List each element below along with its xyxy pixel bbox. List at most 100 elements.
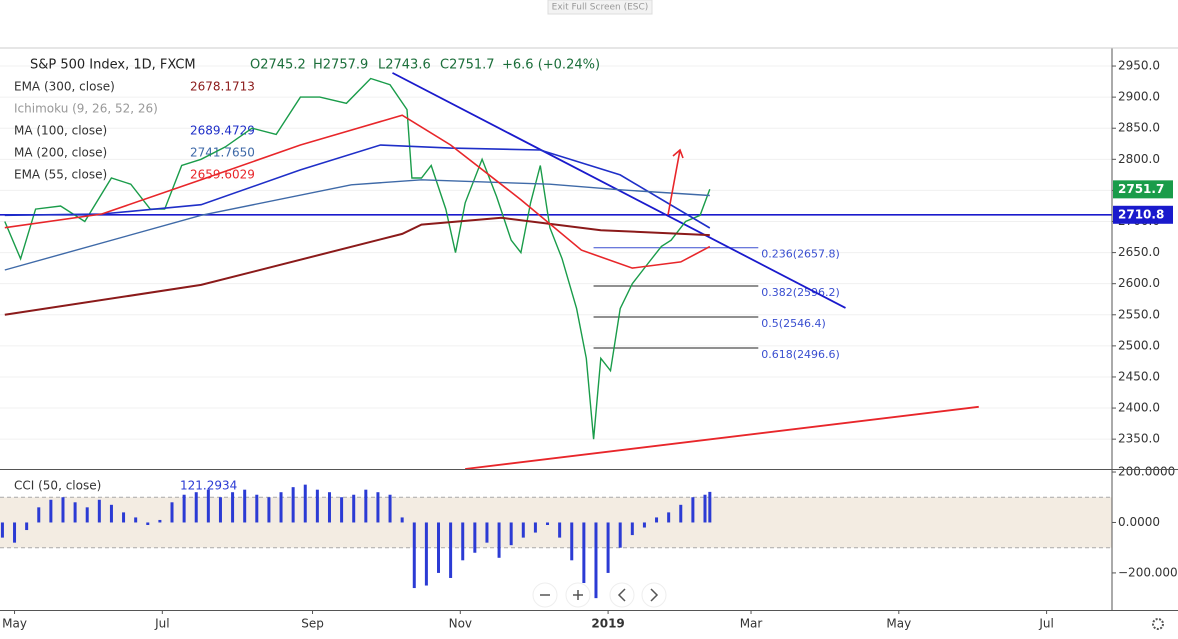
cci-bar [461, 522, 465, 561]
ohlc-value: O2745.2 [250, 58, 306, 73]
ohlc-value: +6.6 (+0.24%) [502, 58, 600, 73]
legend-name: MA (100, close) [14, 124, 107, 138]
cci-bar [533, 522, 537, 533]
trendline [465, 405, 979, 470]
chart-title: S&P 500 Index, 1D, FXCM [30, 58, 196, 73]
price-tag-label: 2751.7 [1118, 182, 1164, 196]
series-line [4, 114, 711, 269]
cci-bar [509, 522, 513, 546]
cci-bar [122, 512, 126, 523]
cci-bar [303, 484, 307, 523]
x-tick-label: May [2, 617, 27, 631]
legend-name: EMA (55, close) [14, 168, 107, 182]
fib-label: 0.618(2496.6) [761, 348, 840, 361]
cci-bar [424, 522, 428, 586]
cci-bar [85, 507, 89, 523]
y-tick-label: 2350.0 [1118, 432, 1160, 446]
scroll-left-icon [617, 588, 626, 602]
trendline [392, 72, 846, 309]
cci-bar [146, 522, 150, 525]
cci-bar [267, 497, 271, 523]
cci-band [0, 497, 1112, 548]
settings-icon [1152, 618, 1164, 630]
cci-bar [618, 522, 622, 548]
legend-name: EMA (300, close) [14, 80, 115, 94]
x-tick-label: May [886, 617, 911, 631]
cci-bar [497, 522, 501, 558]
cci-bar [0, 522, 4, 538]
cci-bar [231, 492, 235, 523]
cci-bar [703, 494, 707, 523]
scroll-left-button[interactable] [609, 582, 635, 608]
cci-bar [606, 522, 610, 573]
cci-bar [340, 497, 344, 523]
legend-name: MA (200, close) [14, 146, 107, 160]
cci-bar [109, 504, 113, 523]
cci-bar [570, 522, 574, 561]
nav-buttons [532, 582, 667, 608]
legend-name: Ichimoku (9, 26, 52, 26) [14, 102, 158, 116]
x-tick-label: 2019 [591, 617, 624, 631]
cci-bar [691, 497, 695, 523]
y-tick-label: 0.0000 [1118, 515, 1160, 529]
cci-bar [134, 517, 138, 523]
cci-bar [388, 494, 392, 523]
price-tag [1113, 180, 1173, 199]
x-tick-label: Nov [449, 617, 472, 631]
zoom-in-icon [573, 590, 583, 600]
indicator-value: 121.2934 [180, 479, 237, 493]
cci-bar [182, 494, 186, 523]
y-tick-label: 2950.0 [1118, 59, 1160, 73]
series-line [4, 144, 711, 229]
y-tick-label: 2600.0 [1118, 276, 1160, 290]
cci-bar [376, 492, 380, 523]
cci-bar [61, 497, 65, 523]
plot-layer: 2350.0 2400.0 2450.0 2500.0 2550.0 2600.0 2650… [0, 58, 1178, 631]
scroll-right-button[interactable] [641, 582, 667, 608]
cci-bar [206, 489, 210, 523]
y-tick-label: 2850.0 [1118, 121, 1160, 135]
y-tick-label: 2450.0 [1118, 369, 1160, 383]
cci-bar [279, 492, 283, 523]
cci-bar [97, 499, 101, 523]
cci-bar [37, 507, 41, 523]
y-tick-label: 200.0000 [1118, 465, 1175, 479]
fib-label: 0.382(2596.2) [761, 286, 840, 299]
exit-button[interactable] [547, 0, 653, 15]
cci-bar [49, 499, 53, 523]
y-tick-label: 2650.0 [1118, 245, 1160, 259]
cci-bar [667, 512, 671, 523]
series-line [4, 179, 710, 271]
price-tag-label: 2710.8 [1118, 207, 1164, 221]
cci-bar [25, 522, 29, 531]
cci-bar [630, 522, 634, 536]
fib-label: 0.236(2657.8) [761, 248, 840, 261]
x-tick-label: Sep [301, 617, 324, 631]
series-line [4, 216, 710, 316]
y-tick-label: −200.0000 [1118, 565, 1178, 579]
cci-bar [558, 522, 562, 538]
cci-bar [521, 522, 525, 538]
price-tag [1113, 205, 1173, 224]
indicator-title: CCI (50, close) [14, 479, 101, 493]
y-tick-label: 2800.0 [1118, 152, 1160, 166]
cci-bar [327, 492, 331, 523]
cci-bar [218, 497, 222, 523]
exit-button-label[interactable]: Exit Full Screen (ESC) [552, 3, 649, 13]
cci-bar [655, 517, 659, 523]
ohlc-value: L2743.6 [378, 58, 431, 73]
cci-bar [708, 491, 712, 523]
cci-bar [582, 522, 586, 584]
cci-bar [315, 489, 319, 523]
settings-button[interactable] [1152, 618, 1164, 630]
y-tick-label: 2500.0 [1118, 338, 1160, 352]
cci-bar [194, 492, 198, 523]
ohlc-value: C2751.7 [440, 58, 495, 73]
legend-value: 2659.6029 [190, 168, 255, 182]
cci-bar [243, 489, 247, 523]
x-tick-label: Jul [1038, 617, 1053, 631]
scroll-right-icon [650, 588, 659, 602]
x-tick-label: Mar [740, 617, 763, 631]
cci-bar [546, 522, 550, 525]
